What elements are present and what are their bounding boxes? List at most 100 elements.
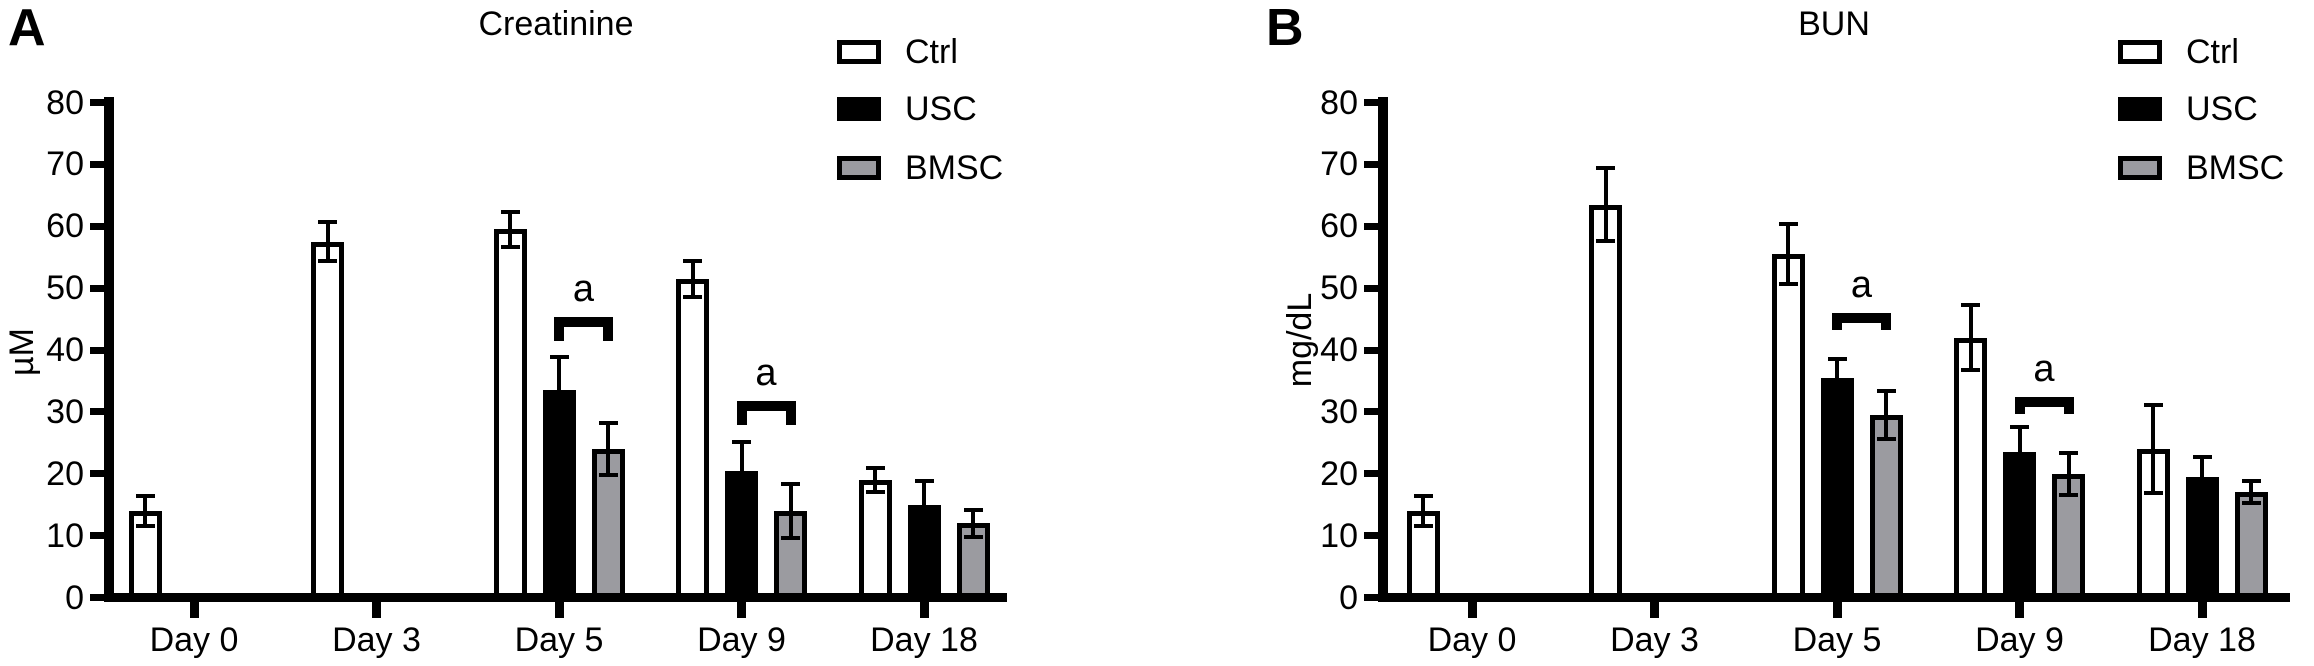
error-bar-cap-bottom	[1596, 238, 1615, 243]
error-bar-cap-top	[2192, 454, 2212, 459]
error-bar-cap-top	[1596, 166, 1615, 171]
bar-usc-day-18	[907, 504, 941, 602]
bar-ctrl-day-18	[2136, 449, 2170, 602]
error-bar-cap-bottom	[1778, 282, 1798, 287]
y-tick-label: 70	[46, 145, 84, 184]
error-bar-line	[2017, 424, 2022, 456]
error-bar-line	[2066, 450, 2071, 497]
y-tick-label: 30	[1320, 392, 1358, 431]
y-tick-label: 0	[65, 578, 84, 617]
y-tick-label: 60	[1320, 207, 1358, 246]
significance-letter: a	[755, 351, 777, 394]
legend-label-ctrl: Ctrl	[2186, 33, 2239, 71]
bar-ctrl-day-9	[676, 278, 709, 602]
error-bar-cap-top	[318, 220, 337, 225]
error-bar-cap-bottom	[963, 534, 983, 539]
x-category-label: Day 5	[514, 621, 604, 659]
legend-item-ctrl: Ctrl	[2118, 33, 2239, 71]
x-tick	[372, 602, 381, 618]
x-tick	[2197, 602, 2207, 618]
y-tick	[90, 594, 104, 601]
significance-letter: a	[1850, 263, 1873, 306]
y-tick-label: 20	[46, 454, 84, 493]
bar-ctrl-day-9	[1954, 337, 1987, 602]
error-bar-line	[143, 494, 147, 528]
bar-ctrl-day-5	[493, 229, 527, 602]
panel-b-title: BUN	[1798, 5, 1870, 43]
error-bar-line	[2151, 402, 2155, 496]
error-bar-cap-top	[500, 209, 520, 214]
y-tick	[90, 222, 104, 230]
error-bar-cap-bottom	[2059, 492, 2078, 497]
error-bar-cap-top	[2143, 402, 2163, 407]
legend-label-usc: USC	[905, 90, 977, 128]
error-bar-cap-bottom	[865, 489, 885, 494]
y-tick-label: 0	[1339, 578, 1358, 617]
bar-bmsc-day-18	[2234, 492, 2268, 602]
y-tick-label: 10	[46, 516, 84, 555]
error-bar-cap-bottom	[135, 523, 155, 528]
significance-letter: a	[572, 268, 595, 311]
x-category-label: Day 3	[332, 621, 421, 659]
legend-label-ctrl: Ctrl	[905, 33, 958, 71]
x-category-label: Day 0	[149, 621, 239, 659]
bar-bmsc-day-5	[1869, 414, 1903, 602]
error-bar-cap-top	[1876, 388, 1896, 393]
legend-swatch-usc	[2118, 97, 2162, 121]
y-tick-label: 10	[1320, 516, 1358, 555]
y-tick	[90, 284, 104, 292]
y-tick	[1364, 346, 1378, 354]
legend-swatch-usc	[837, 97, 881, 121]
panel-b-label: B	[1266, 0, 1304, 57]
x-tick	[2015, 602, 2024, 618]
error-bar-cap-bottom	[2241, 501, 2261, 506]
error-bar-line	[1421, 494, 1425, 528]
error-bar-cap-bottom	[2143, 491, 2163, 496]
y-tick-label: 20	[1320, 454, 1358, 493]
y-tick	[1364, 222, 1378, 230]
error-bar-line	[1884, 388, 1888, 441]
bar-usc-day-5	[1820, 377, 1854, 602]
error-bar-cap-bottom	[683, 294, 702, 299]
error-bar-line	[971, 507, 975, 539]
legend-label-usc: USC	[2186, 90, 2258, 128]
error-bar-line	[1603, 166, 1608, 243]
x-tick	[737, 602, 746, 618]
error-bar-cap-top	[732, 440, 751, 445]
significance-bracket	[736, 400, 796, 425]
y-tick-label: 70	[1320, 145, 1358, 184]
y-tick-label: 50	[1320, 269, 1358, 308]
error-bar-cap-top	[781, 481, 800, 486]
y-tick	[90, 160, 104, 168]
y-axis-spine	[104, 97, 114, 602]
bar-ctrl-day-5	[1771, 254, 1805, 602]
y-tick-label: 60	[46, 207, 84, 246]
error-bar-cap-top	[914, 479, 934, 484]
x-category-label: Day 18	[2148, 621, 2256, 659]
error-bar-cap-bottom	[318, 259, 337, 264]
x-category-label: Day 9	[1975, 621, 2064, 659]
error-bar-line	[606, 420, 610, 478]
legend-swatch-bmsc	[837, 156, 881, 180]
error-bar-cap-top	[1778, 221, 1798, 226]
error-bar-cap-top	[2059, 450, 2078, 455]
error-bar-cap-bottom	[781, 535, 800, 540]
error-bar-cap-top	[598, 420, 618, 425]
significance-bracket	[554, 317, 613, 342]
error-bar-line	[2200, 454, 2204, 480]
error-bar-line	[1968, 302, 1973, 373]
error-bar-line	[1835, 356, 1839, 381]
error-bar-line	[922, 479, 926, 508]
legend-item-ctrl: Ctrl	[837, 33, 958, 71]
error-bar-line	[873, 466, 877, 494]
error-bar-line	[2249, 479, 2253, 506]
legend-label-bmsc: BMSC	[2186, 149, 2285, 187]
bar-ctrl-day-3	[311, 241, 344, 602]
panel-a-label: A	[8, 0, 46, 57]
error-bar-cap-bottom	[1413, 523, 1433, 528]
y-tick-label: 80	[1320, 83, 1358, 122]
legend-swatch-ctrl	[2118, 40, 2162, 64]
bar-ctrl-day-18	[858, 479, 892, 602]
error-bar-line	[690, 259, 695, 299]
